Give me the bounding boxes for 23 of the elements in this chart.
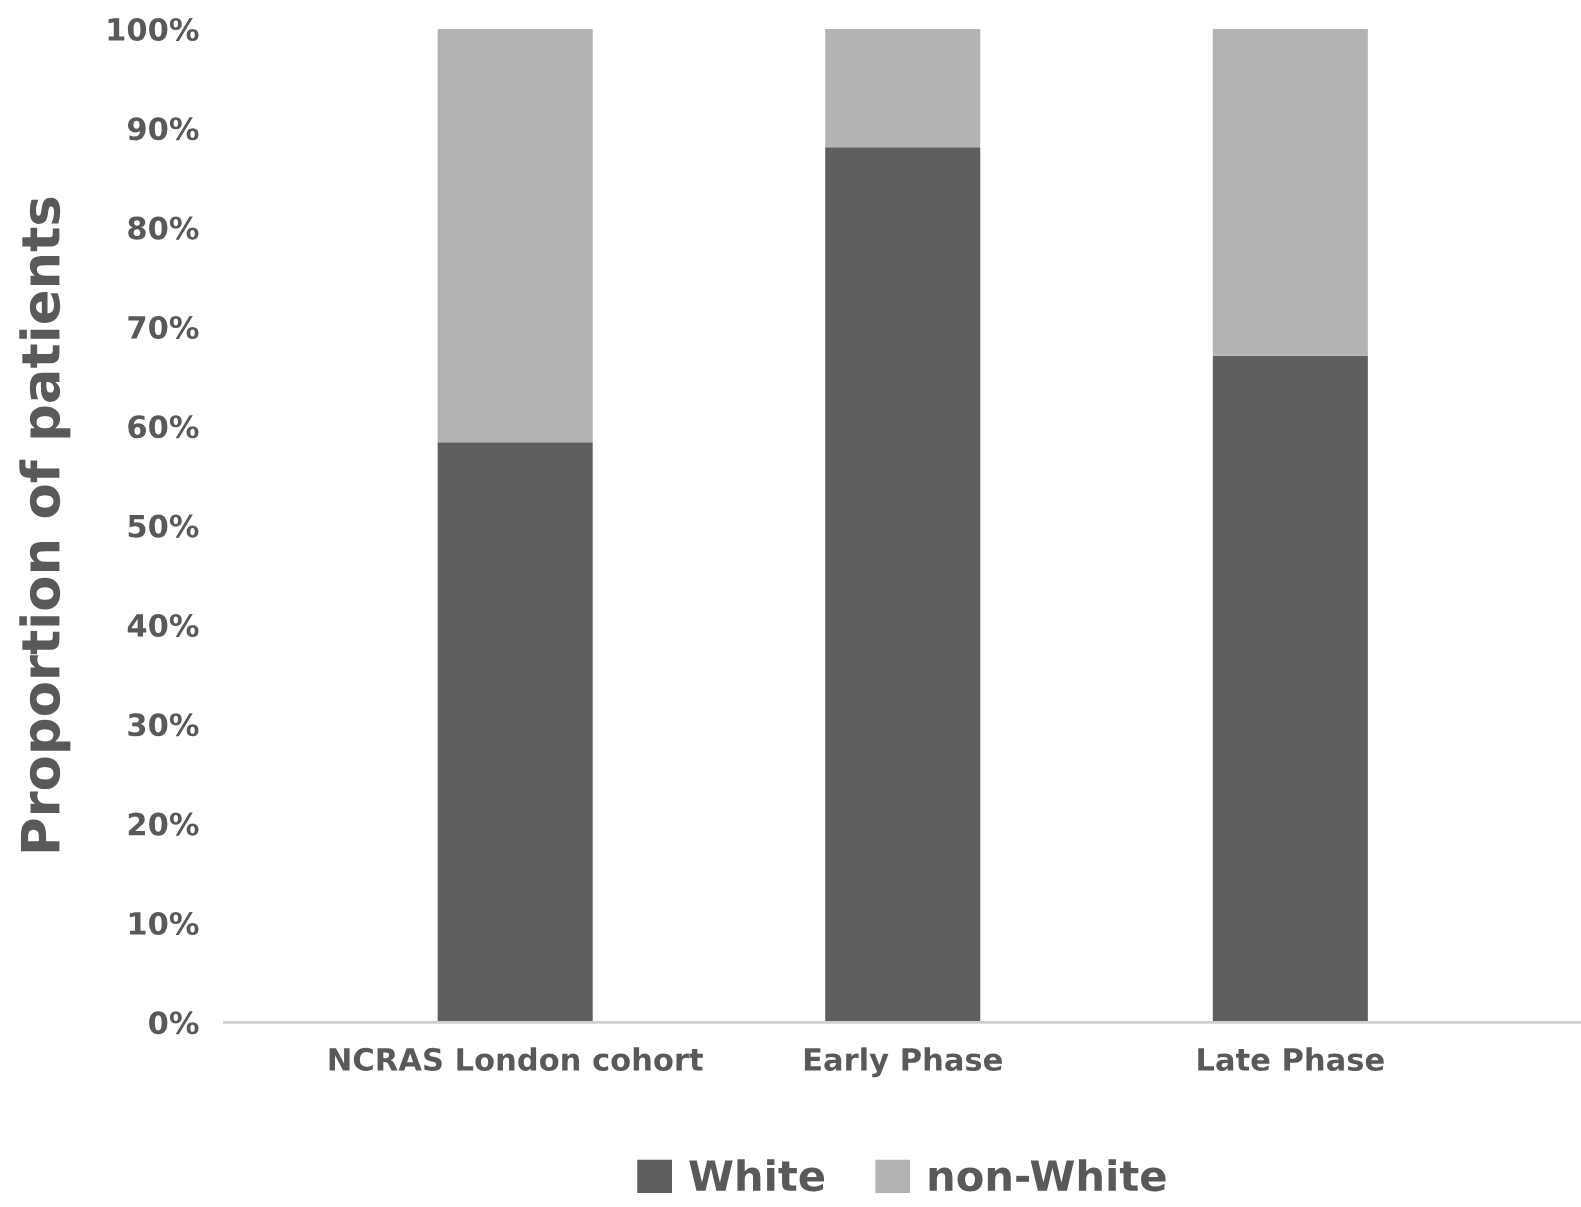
x-tick-label: Late Phase <box>1198 1047 1384 1071</box>
y-tick-label: 90% <box>127 117 199 141</box>
y-tick-label: 10% <box>129 911 199 936</box>
bar <box>437 28 593 443</box>
x-tick-label: Early Phase <box>804 1047 1002 1078</box>
x-tick-label: NCRAS London cohort <box>329 1047 703 1071</box>
y-axis-title: Proportion of patients <box>19 197 71 852</box>
y-tick-label: 20% <box>128 812 199 836</box>
y-tick-label: 50% <box>128 514 199 538</box>
bar <box>1212 28 1368 356</box>
bar <box>825 147 981 1023</box>
y-tick-label: 30% <box>128 713 199 737</box>
y-tick-label: 70% <box>128 315 199 340</box>
y-tick-label: 80% <box>128 216 199 240</box>
y-tick-label: 40% <box>127 613 199 638</box>
bar <box>437 442 593 1023</box>
y-tick-label: 100% <box>108 17 199 42</box>
legend-label: White <box>689 1159 825 1192</box>
bar <box>825 28 981 148</box>
legend-label: non-White <box>929 1159 1166 1192</box>
bar <box>1212 355 1368 1023</box>
y-tick-label: 60% <box>128 415 199 439</box>
y-tick-label: 0% <box>149 1011 199 1035</box>
